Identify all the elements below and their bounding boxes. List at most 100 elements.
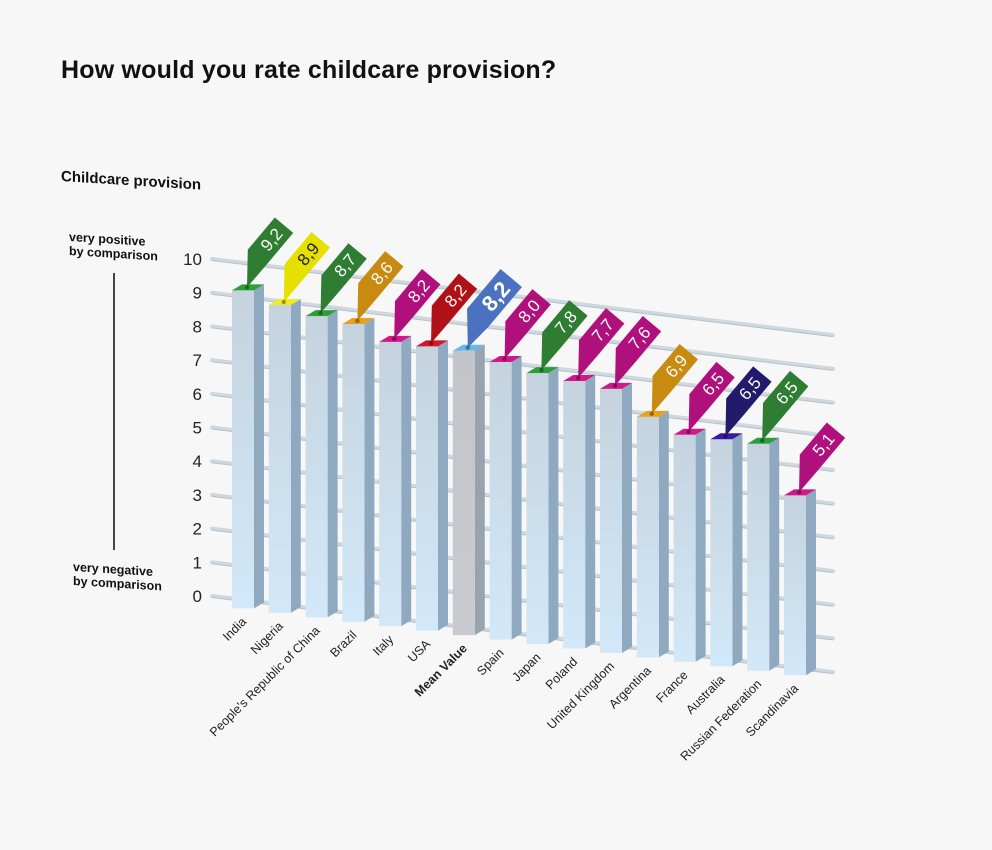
bar-front [268, 304, 291, 613]
x-tick-label: India [220, 615, 249, 644]
bar-cap [268, 298, 301, 305]
bar-cap [342, 317, 375, 324]
flag-shape [688, 361, 735, 432]
bar-front [416, 346, 438, 631]
flag-shape [247, 217, 294, 288]
x-tick-label: USA [405, 636, 434, 665]
bar-scandinavia: 5,1 [784, 422, 846, 676]
flag-shape [762, 370, 809, 441]
x-tick-label: Spain [474, 646, 507, 679]
flag-shape [615, 315, 662, 386]
flag-pin [465, 345, 470, 350]
value-flag: 6,5 [723, 366, 772, 439]
flag-pin [649, 411, 654, 417]
bar-side [474, 344, 485, 636]
flag-pin [318, 310, 323, 316]
flag-pin [723, 434, 728, 439]
bar-cap [636, 410, 669, 417]
flag-pin [244, 285, 250, 290]
flag-shape [799, 422, 846, 493]
y-axis-ticks: 0 1 2 3 4 5 6 7 8 9 10 [183, 250, 202, 606]
value-flag: 8,2 [465, 268, 522, 350]
chart-title: How would you rate childcare provision? [61, 56, 557, 84]
bar-cap [563, 375, 596, 382]
flag-pin [686, 429, 691, 435]
flag-pin [502, 356, 507, 362]
bar-front [232, 290, 254, 609]
y-tick-label: 8 [193, 317, 202, 336]
y-tick-label: 4 [193, 452, 202, 471]
x-tick-label: Poland [543, 655, 580, 692]
bar-russian-federation: 6,5 [747, 370, 809, 671]
flag-shape [431, 273, 478, 344]
bar-cap [452, 344, 485, 351]
bar-cap [600, 382, 632, 389]
bar-front [379, 341, 402, 627]
flag-pin [281, 299, 286, 305]
bar-side [732, 433, 743, 667]
bar-nigeria: 8,9 [268, 232, 330, 613]
bar-front [600, 388, 622, 653]
bar-usa: 8,2 [416, 273, 478, 631]
flag-pin [760, 438, 765, 443]
value-flag: 8,0 [502, 289, 551, 362]
bar-cap [489, 355, 522, 362]
y-tick-label: 2 [193, 520, 202, 539]
bars: 9,2 8,9 8,7 8,68,2 8,2 8,2 8,0 7,8 7,7 7,66,96,5 6… [232, 217, 846, 676]
bar-side [254, 284, 264, 609]
gridline [210, 257, 835, 338]
bar-cap [747, 437, 780, 444]
flag-pin [796, 490, 802, 495]
bar-side [401, 335, 412, 627]
x-tick-label: Nigeria [248, 619, 286, 657]
y-tick-label: 7 [193, 351, 202, 370]
y-tick-label: 5 [193, 419, 202, 438]
y-tick-label: 10 [183, 250, 202, 269]
bar-front [673, 434, 696, 662]
bar-cap [416, 340, 448, 347]
bar-side [695, 428, 706, 662]
y-tick-label: 6 [193, 385, 202, 404]
bar-side [658, 410, 669, 658]
bar-france: 6,5 [673, 361, 735, 662]
bar-japan: 7,8 [526, 300, 588, 645]
bar-brazil: 8,6 [342, 251, 404, 622]
bar-australia: 6,5 [710, 366, 772, 667]
scale-divider-line [113, 273, 115, 550]
flag-shape [578, 308, 625, 379]
flag-pin [612, 383, 618, 389]
y-tick-label: 1 [193, 553, 202, 572]
flag-shape [504, 289, 551, 359]
flag-pin [392, 336, 397, 342]
bar-front [784, 495, 806, 676]
bar-front [305, 316, 328, 618]
flag-shape [357, 251, 404, 321]
bar-side [622, 382, 632, 653]
x-tick-label: Brazil [328, 628, 360, 660]
bar-side [364, 317, 375, 622]
bar-side [511, 355, 522, 640]
bar-front [747, 443, 770, 671]
bar-side [327, 310, 338, 618]
bar-front [342, 323, 365, 622]
x-tick-label: France [653, 668, 690, 705]
y-tick-label: 9 [193, 284, 202, 303]
bar-front [526, 373, 549, 645]
bar-front [452, 350, 475, 636]
bar-front [489, 361, 512, 640]
flag-shape [541, 300, 588, 371]
bar-cap [673, 428, 706, 435]
bar-mean-value: 8,2 [452, 268, 522, 636]
bar-front [563, 381, 586, 649]
flag-pin [428, 341, 434, 346]
flag-shape [394, 269, 441, 339]
bar-argentina: 6,9 [636, 343, 698, 658]
bar-front [710, 439, 733, 667]
bar-side [585, 375, 596, 649]
flag-pin [576, 375, 581, 381]
x-tick-label: Japan [510, 650, 544, 684]
bar-spain: 8,0 [489, 289, 551, 640]
x-tick-label: Italy [370, 632, 397, 659]
bar-cap [305, 310, 338, 317]
flag-shape [725, 366, 772, 437]
